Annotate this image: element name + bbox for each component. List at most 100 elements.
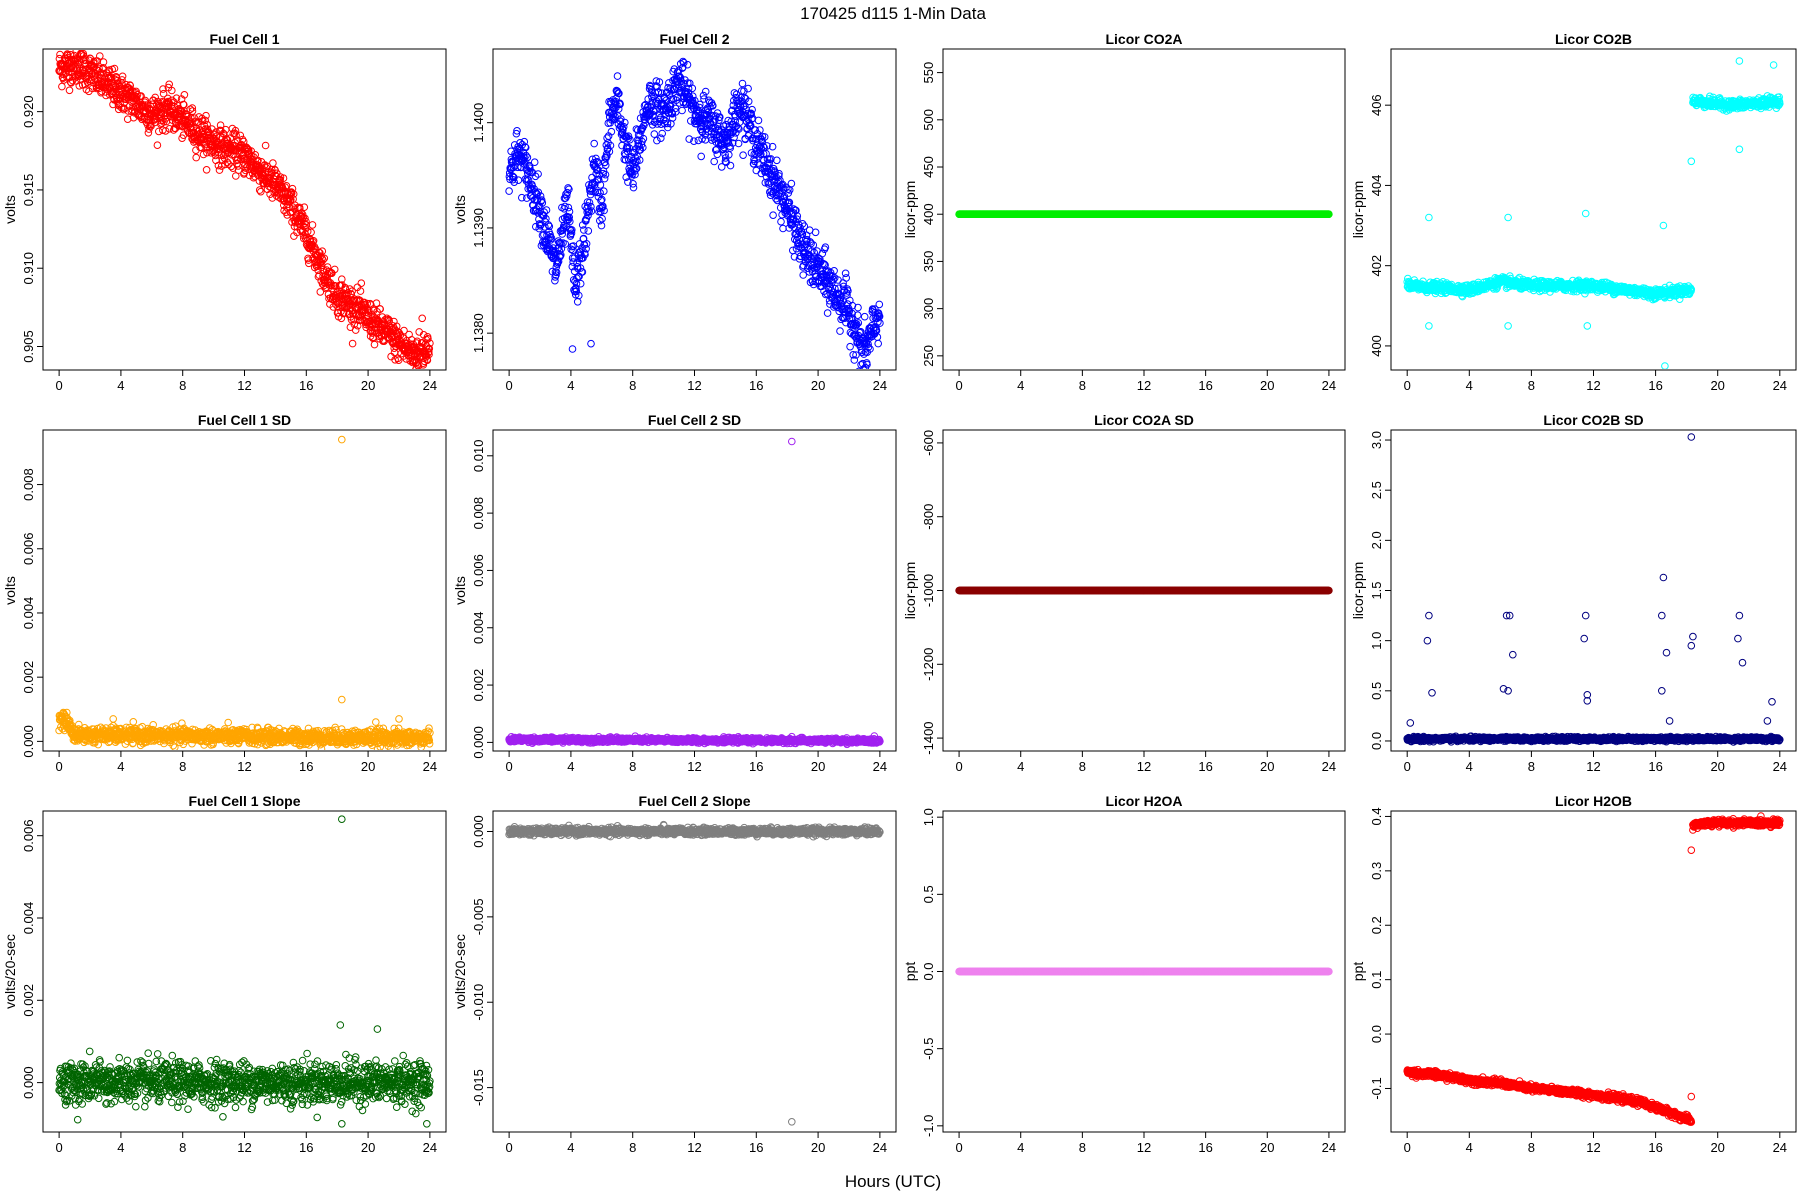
chart-1-data-point	[820, 260, 829, 269]
chart-0-data-point	[96, 52, 104, 60]
chart-1-data-point	[635, 136, 643, 145]
chart-0-data-point	[141, 96, 150, 105]
chart-0-data-point	[232, 131, 240, 139]
chart-1-data-point	[742, 105, 751, 114]
chart-0-data-point	[257, 187, 265, 196]
chart-1-data-point	[719, 122, 728, 130]
chart-0-data-point	[96, 73, 104, 82]
chart-0-panel: Fuel Cell 10 4 8 12 16 20 240.9050.9100.9150.9…	[2, 31, 447, 393]
panel-grid: Fuel Cell 10 4 8 12 16 20 240.9050.9100.9150.9…	[2, 31, 1797, 1155]
chart-1-data-point	[557, 244, 566, 253]
chart-1-data-point	[624, 178, 632, 186]
chart-1-data-point	[534, 170, 542, 178]
chart-1-data-point	[835, 291, 844, 299]
chart-1-data-point	[535, 203, 544, 211]
figure-title: 170425 d115 1-Min Data	[800, 4, 986, 23]
chart-0-data-point	[194, 127, 202, 136]
chart-0-x-tick-label: 8	[179, 378, 186, 393]
chart-3-x-tick-label: 24	[1773, 378, 1787, 393]
chart-1-data-point	[576, 264, 585, 272]
chart-1-x-tick-label: 0	[506, 378, 513, 393]
chart-1-panel: Fuel Cell 20 4 8 12 16 20 241.13801.13901.1400…	[452, 31, 897, 393]
chart-1-data-point	[563, 188, 572, 197]
chart-0-data-point	[62, 73, 71, 81]
chart-1-data-point	[520, 160, 529, 168]
chart-1-data-point	[523, 169, 532, 177]
chart-0-data-point	[110, 64, 119, 73]
chart-1-data-point	[709, 102, 717, 110]
chart-1-data-point	[697, 152, 706, 161]
chart-2-x-tick-label: 20	[1260, 378, 1274, 393]
chart-1-data-point	[853, 320, 861, 329]
chart-1-data-point	[582, 240, 591, 248]
chart-1-data-point	[600, 206, 608, 215]
chart-1-data-point	[554, 257, 563, 266]
chart-0-data-point	[418, 314, 427, 323]
chart-1-data-point	[572, 285, 580, 293]
chart-0-data-point	[180, 91, 189, 99]
chart-0-data-point	[412, 365, 420, 369]
chart-1-data-point	[737, 87, 746, 95]
chart-0-data-point	[425, 344, 434, 353]
chart-0-data-point	[159, 89, 168, 98]
chart-1-data-point	[736, 102, 745, 110]
chart-1-data-point	[740, 93, 749, 102]
chart-1-data-point	[828, 272, 837, 281]
chart-1-data-point	[513, 127, 521, 135]
chart-1-data-point	[509, 173, 518, 181]
chart-1-x-tick-label: 24	[873, 378, 887, 393]
chart-0-data-point	[348, 339, 357, 348]
chart-1-data-point	[581, 250, 589, 259]
chart-1-data-point	[800, 222, 809, 230]
chart-1-data-point	[830, 267, 838, 275]
chart-0-data-point	[231, 126, 240, 135]
chart-1-data-point	[779, 224, 787, 233]
chart-1-y-tick-label: 1.1390	[471, 208, 486, 248]
chart-1-data-point	[680, 58, 688, 67]
chart-1-data-point	[853, 311, 862, 320]
chart-0-data-point	[262, 164, 271, 172]
chart-1-data-point	[690, 137, 698, 145]
chart-1-data-point	[622, 173, 631, 181]
chart-1-data-point	[576, 279, 585, 288]
chart-2-data-point	[1325, 210, 1333, 218]
chart-2-y-axis-label: licor-ppm	[902, 181, 918, 239]
chart-2-x-tick-label: 4	[1017, 378, 1024, 393]
chart-1-data-point	[811, 228, 820, 237]
chart-1-data-point	[547, 234, 556, 242]
chart-0-x-tick-label: 20	[361, 378, 375, 393]
chart-0-y-tick-label: 0.915	[21, 174, 36, 207]
chart-0-data-point	[99, 58, 108, 66]
chart-0-data-point	[269, 159, 277, 167]
chart-1-data-point	[809, 241, 818, 249]
chart-1-data-point	[707, 112, 715, 120]
chart-0-data-point	[282, 182, 291, 190]
chart-1-data-point	[855, 367, 862, 369]
chart-1-data-point	[785, 203, 793, 211]
chart-1-data-point	[546, 230, 554, 239]
chart-1-data-point	[594, 175, 603, 184]
chart-1-data-point	[710, 130, 718, 139]
chart-3-x-tick-label: 8	[1528, 378, 1535, 393]
chart-0-data-point	[165, 125, 174, 133]
chart-1-x-tick-label: 12	[687, 378, 701, 393]
chart-1-data-point	[616, 100, 624, 109]
chart-1-data-point	[629, 180, 637, 188]
chart-1-data-point	[678, 106, 686, 115]
chart-0-data-point	[419, 331, 428, 339]
chart-0-data-point	[118, 76, 126, 84]
chart-1-data-point	[573, 274, 581, 283]
chart-2-x-tick-label: 0	[955, 378, 962, 393]
chart-1-y-tick-label: 1.1400	[471, 103, 486, 143]
chart-1-data-point	[518, 193, 526, 202]
chart-1-data-point	[580, 226, 588, 234]
chart-1-x-tick-label: 8	[629, 378, 636, 393]
chart-1-data-point	[649, 111, 658, 119]
chart-1-data-point	[675, 72, 684, 81]
chart-1-x-tick-label: 4	[567, 378, 574, 393]
chart-0-data-point	[192, 153, 200, 162]
chart-0-data-point	[425, 348, 433, 356]
chart-1-data-point	[561, 240, 570, 248]
